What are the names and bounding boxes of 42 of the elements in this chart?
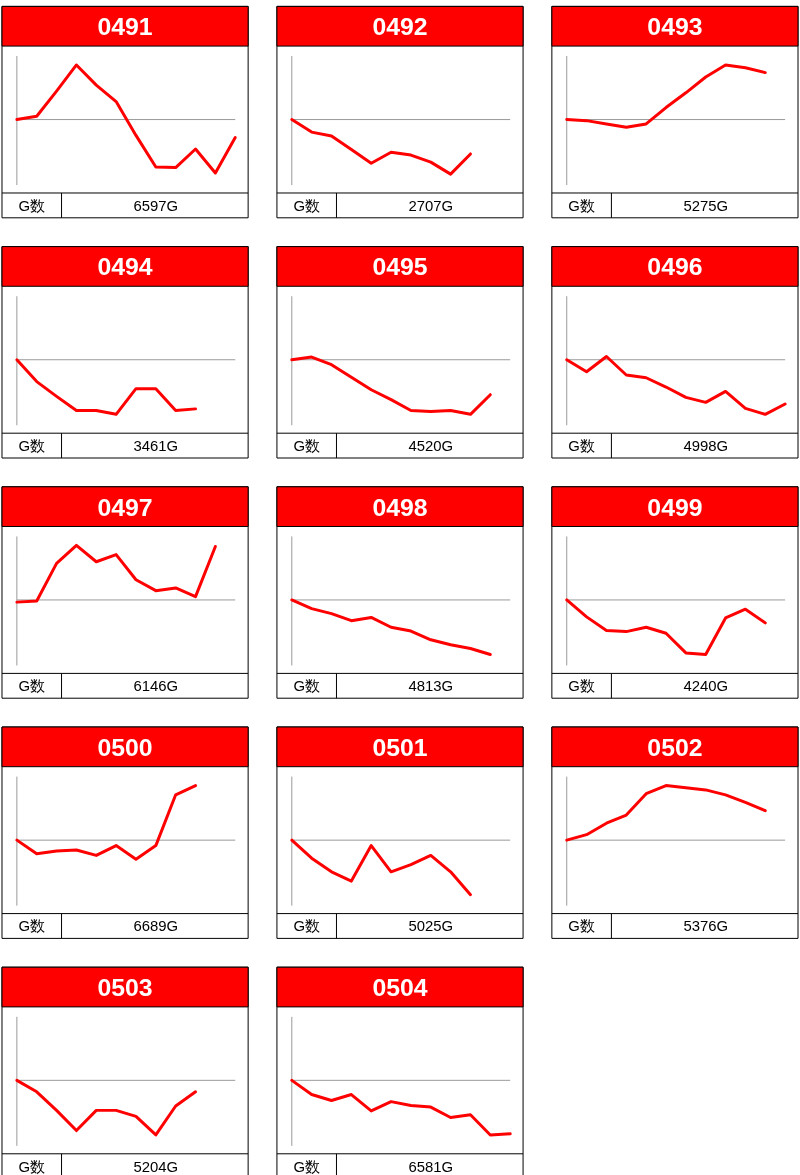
- text: G数: [18, 197, 46, 214]
- text: 6146G: [133, 678, 179, 695]
- text: 5376G: [683, 918, 729, 935]
- text: G数: [568, 918, 595, 935]
- text: 6597G: [133, 197, 179, 214]
- chart-title: 0491: [97, 13, 153, 41]
- text: G数: [293, 678, 320, 695]
- chart-title: 0502: [647, 733, 703, 761]
- chart-title: 0504: [372, 973, 428, 1001]
- chart-title: 0496: [647, 253, 703, 281]
- text: 4240G: [683, 678, 729, 695]
- chart-title: 0495: [372, 253, 428, 281]
- chart-title: 0499: [647, 493, 703, 521]
- chart-title: 0492: [372, 13, 428, 41]
- text: 6689G: [133, 918, 179, 935]
- chart-title: 0500: [97, 733, 153, 761]
- text: 5275G: [683, 197, 729, 214]
- chart-title: 0493: [647, 13, 703, 41]
- text: G数: [293, 438, 320, 455]
- text: G数: [18, 678, 46, 695]
- text: G数: [18, 918, 46, 935]
- chart-title: 0503: [97, 973, 153, 1001]
- text: 5204G: [133, 1158, 179, 1175]
- text: G数: [568, 678, 595, 695]
- text: 4520G: [408, 438, 454, 455]
- text: 4813G: [408, 678, 454, 695]
- text: 5025G: [408, 918, 454, 935]
- text: 6581G: [408, 1158, 454, 1175]
- chart-title: 0497: [97, 493, 153, 521]
- chart-title: 0501: [372, 733, 428, 761]
- text: G数: [568, 197, 595, 214]
- chart-title: 0498: [372, 493, 428, 521]
- text: G数: [18, 438, 46, 455]
- text: G数: [293, 918, 320, 935]
- text: G数: [568, 438, 595, 455]
- chart-title: 0494: [97, 253, 153, 281]
- text: G数: [293, 1158, 320, 1175]
- text: 2707G: [408, 197, 454, 214]
- text: G数: [18, 1158, 46, 1175]
- text: 4998G: [683, 438, 729, 455]
- text: G数: [293, 197, 320, 214]
- text: 3461G: [133, 438, 179, 455]
